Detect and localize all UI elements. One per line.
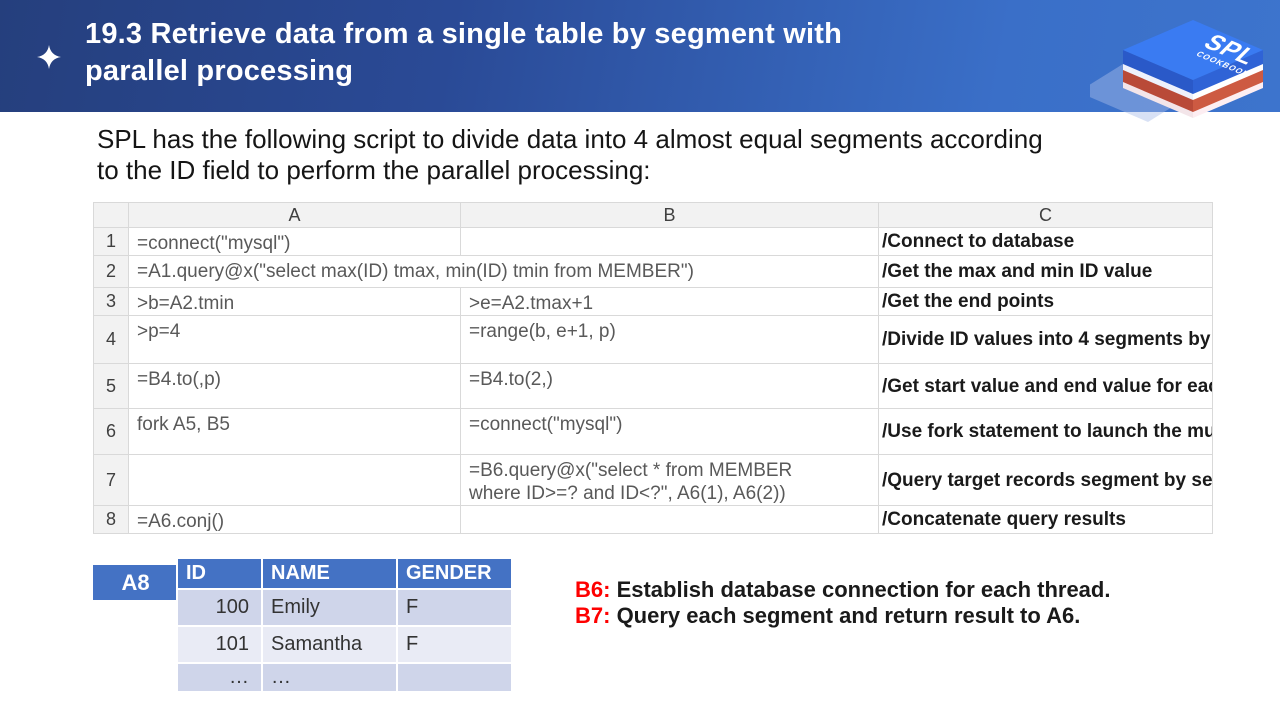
row-number: 1 (93, 227, 129, 256)
cell-a5: =B4.to(,p) (128, 363, 461, 409)
note-b6-text: Establish database connection for each t… (610, 577, 1111, 602)
cell-c6: /Use fork statement to launch the multit… (878, 408, 1213, 455)
cell-b6: =connect("mysql") (460, 408, 879, 455)
cell-b4: =range(b, e+1, p) (460, 315, 879, 364)
spl-cookbook-logo-icon: SPL COOKBOOK (1090, 20, 1264, 122)
result-header-id: ID (176, 557, 263, 590)
result-row: … … (176, 662, 513, 693)
cell-a7 (128, 454, 461, 506)
result-cell-name: Samantha (261, 625, 398, 664)
row-number: 7 (93, 454, 129, 506)
script-row-7: 7 =B6.query@x("select * from MEMBER wher… (93, 454, 1213, 506)
result-header-row: ID NAME GENDER (176, 557, 513, 590)
intro-text: SPL has the following script to divide d… (97, 124, 1197, 186)
cell-a3: >b=A2.tmin (128, 287, 461, 316)
a8-cell-badge: A8 (93, 565, 178, 600)
script-row-3: 3 >b=A2.tmin >e=A2.tmax+1 /Get the end p… (93, 287, 1213, 316)
row-number: 2 (93, 255, 129, 288)
cell-b7-line2: where ID>=? and ID<?", A6(1), A6(2)) (469, 483, 786, 504)
column-header-c: C (878, 202, 1213, 228)
cell-c4: /Divide ID values into 4 segments by the… (878, 315, 1213, 364)
column-header-b: B (460, 202, 879, 228)
result-cell-gender: F (396, 625, 513, 664)
corner-cell (93, 202, 129, 228)
cell-c3: /Get the end points (878, 287, 1213, 316)
cell-a8: =A6.conj() (128, 505, 461, 534)
cell-a1: =connect("mysql") (128, 227, 461, 256)
result-header-gender: GENDER (396, 557, 513, 590)
column-header-a: A (128, 202, 461, 228)
cell-b7: =B6.query@x("select * from MEMBER where … (460, 454, 879, 506)
cell-c8: /Concatenate query results (878, 505, 1213, 534)
result-table: ID NAME GENDER 100 Emily F 101 Samantha … (176, 557, 513, 693)
cell-c5: /Get start value and end value for each … (878, 363, 1213, 409)
note-b7-text: Query each segment and return result to … (610, 603, 1081, 628)
cell-b7-line1: =B6.query@x("select * from MEMBER (469, 460, 793, 481)
cell-b5: =B4.to(2,) (460, 363, 879, 409)
row-number: 5 (93, 363, 129, 409)
cell-notes: B6: Establish database connection for ea… (575, 577, 1110, 629)
result-row: 101 Samantha F (176, 625, 513, 664)
result-cell-name: … (261, 662, 398, 693)
result-cell-gender (396, 662, 513, 693)
cell-b8 (460, 505, 879, 534)
cell-c2: /Get the max and min ID value (878, 255, 1213, 288)
note-b6-label: B6: (575, 577, 611, 602)
cell-a6: fork A5, B5 (128, 408, 461, 455)
row-number: 3 (93, 287, 129, 316)
cell-c7: /Query target records segment by segment (878, 454, 1213, 506)
row-number: 6 (93, 408, 129, 455)
cell-b1 (460, 227, 879, 256)
cell-b3: >e=A2.tmax+1 (460, 287, 879, 316)
intro-line1: SPL has the following script to divide d… (97, 124, 1043, 154)
script-row-4: 4 >p=4 =range(b, e+1, p) /Divide ID valu… (93, 315, 1213, 364)
spl-script-table: A B C 1 =connect("mysql") /Connect to da… (93, 202, 1213, 534)
result-cell-id: 100 (176, 588, 263, 627)
note-b6: B6: Establish database connection for ea… (575, 577, 1110, 603)
intro-line2: to the ID field to perform the parallel … (97, 155, 651, 185)
cell-a2: =A1.query@x("select max(ID) tmax, min(ID… (128, 255, 879, 288)
result-cell-id: … (176, 662, 263, 693)
script-row-8: 8 =A6.conj() /Concatenate query results (93, 505, 1213, 534)
note-b7-label: B7: (575, 603, 611, 628)
row-number: 8 (93, 505, 129, 534)
sparkle-icon (37, 45, 61, 69)
script-row-1: 1 =connect("mysql") /Connect to database (93, 227, 1213, 256)
result-cell-name: Emily (261, 588, 398, 627)
page-title-line2: parallel processing (85, 55, 354, 87)
result-cell-id: 101 (176, 625, 263, 664)
cell-c1: /Connect to database (878, 227, 1213, 256)
row-number: 4 (93, 315, 129, 364)
result-row: 100 Emily F (176, 588, 513, 627)
cell-a4: >p=4 (128, 315, 461, 364)
result-header-name: NAME (261, 557, 398, 590)
page-title: 19.3 Retrieve data from a single table b… (85, 16, 1075, 90)
column-header-row: A B C (93, 202, 1213, 228)
result-cell-gender: F (396, 588, 513, 627)
note-b7: B7: Query each segment and return result… (575, 603, 1110, 629)
header-band: 19.3 Retrieve data from a single table b… (0, 0, 1280, 122)
script-row-6: 6 fork A5, B5 =connect("mysql") /Use for… (93, 408, 1213, 455)
script-row-5: 5 =B4.to(,p) =B4.to(2,) /Get start value… (93, 363, 1213, 409)
page-title-line1: 19.3 Retrieve data from a single table b… (85, 18, 842, 50)
script-row-2: 2 =A1.query@x("select max(ID) tmax, min(… (93, 255, 1213, 288)
